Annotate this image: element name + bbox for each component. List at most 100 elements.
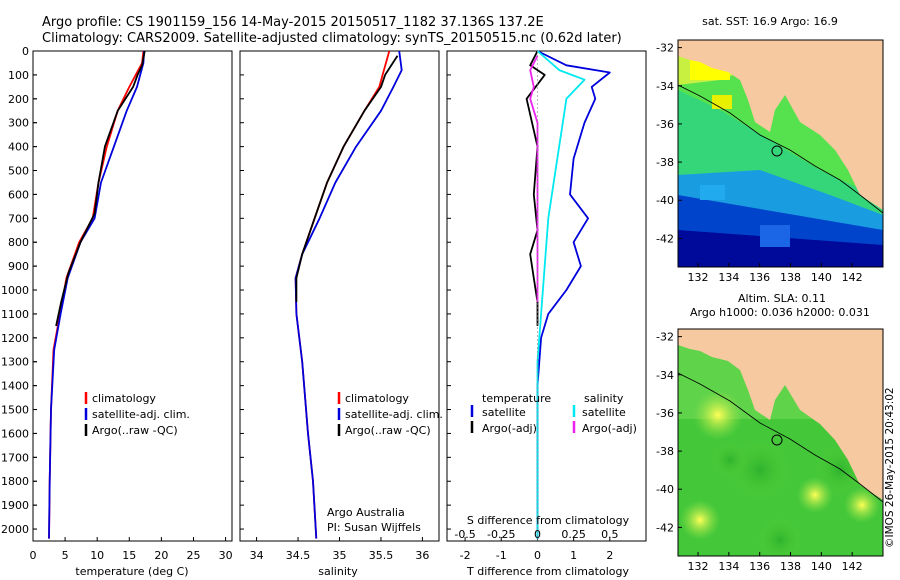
- difference-xtick-label: 1: [570, 549, 577, 562]
- temperature-xtick-label: 30: [219, 549, 233, 562]
- sst-map-lat-label: -34: [656, 80, 674, 93]
- difference-xlabel: T difference from climatology: [466, 565, 629, 578]
- pi-note: PI: Susan Wijffels: [327, 521, 421, 534]
- difference-xtick-label: -1: [496, 549, 507, 562]
- difference-series-salinity-satellite: [536, 50, 586, 539]
- temperature-xtick-label: 15: [122, 549, 136, 562]
- temperature-series-argo-raw-qc-: [55, 50, 146, 327]
- salinity-series-satellite-adj-clim-: [294, 50, 403, 539]
- sst-map-frame: [677, 39, 884, 268]
- legend-salinity-title: salinity: [584, 392, 624, 405]
- depth-tick-label: 500: [8, 165, 29, 178]
- difference-series-temperature-satellite: [536, 50, 611, 539]
- temperature-xtick-label: 0: [30, 549, 37, 562]
- salinity-legend-argo: Argo(..raw -QC): [345, 424, 431, 437]
- sst-map-lon-label: 136: [749, 271, 770, 284]
- temperature-plot: 0 5 10 15 20 25 30: [30, 50, 233, 562]
- difference-xtick-label: -2: [460, 549, 471, 562]
- difference-top-tick-label: -0.25: [487, 528, 515, 541]
- temperature-xtick-label: 20: [154, 549, 168, 562]
- temperature-legend: climatology satellite-adj. clim. Argo(..…: [84, 392, 190, 437]
- difference-plot: -2 -1 0 1 2 -0.5 -0.25 0 0.25 0.5: [447, 50, 619, 562]
- depth-tick-label: 600: [8, 188, 29, 201]
- salinity-xtick-label: 35: [333, 549, 347, 562]
- salinity-xlabel: salinity: [318, 565, 358, 578]
- header-line-1: Argo profile: CS 1901159_156 14-May-2015…: [42, 15, 544, 30]
- sst-map-ticks: 132 134 136 138 140 142 -32 -34 -36 -38 -40 -42: [656, 42, 863, 284]
- depth-tick-label: 900: [8, 260, 29, 273]
- difference-top-tick-label: 0.25: [561, 528, 586, 541]
- depth-tick-label: 1300: [1, 356, 29, 369]
- sla-map-lat-label: -34: [656, 369, 674, 382]
- sla-argo-marker: [771, 434, 783, 446]
- sla-map-lon-label: 134: [718, 560, 739, 573]
- depth-tick-label: 300: [8, 117, 29, 130]
- sst-map-lon-label: 132: [688, 271, 709, 284]
- depth-tick-label: 800: [8, 236, 29, 249]
- sst-map-lon-label: 142: [842, 271, 863, 284]
- sst-map-image: [678, 40, 883, 267]
- temperature-xtick-label: 10: [90, 549, 104, 562]
- depth-tick-label: 1500: [1, 404, 29, 417]
- sst-map-lon-label: 140: [811, 271, 832, 284]
- imos-credit: ©IMOS 26-May-2015 20:43:02: [884, 387, 896, 548]
- sst-map-lon-label: 134: [718, 271, 739, 284]
- sla-map-lat-label: -32: [656, 331, 674, 344]
- sla-map-lon-label: 132: [688, 560, 709, 573]
- salinity-legend: climatology satellite-adj. clim. Argo(..…: [327, 392, 443, 534]
- salinity-panel-frame: [239, 50, 440, 542]
- difference-top-tick-label: 0: [534, 528, 541, 541]
- sla-map-lon-label: 140: [811, 560, 832, 573]
- sla-map-lat-label: -40: [656, 483, 674, 496]
- temperature-xlabel: temperature (deg C): [75, 565, 188, 578]
- difference-top-tick-label: 0.5: [601, 528, 619, 541]
- argo-australia-note: Argo Australia: [327, 506, 405, 519]
- sla-map-lon-label: 142: [842, 560, 863, 573]
- difference-series-salinity-argo-adj-: [529, 55, 539, 302]
- legend-temp-argo: Argo(-adj): [482, 422, 537, 435]
- sst-map-lat-label: -40: [656, 194, 674, 207]
- temperature-legend-argo: Argo(..raw -QC): [92, 424, 178, 437]
- sst-map-lat-label: -38: [656, 156, 674, 169]
- sla-map-lon-label: 138: [780, 560, 801, 573]
- depth-tick-label: 0: [22, 45, 29, 58]
- difference-top-xlabel: S difference from climatology: [467, 514, 630, 527]
- sst-map-lat-label: -32: [656, 42, 674, 55]
- depth-tick-label: 1900: [1, 499, 29, 512]
- sla-map-image: [678, 329, 883, 556]
- salinity-plot: 34 34.5 35 35.5 36: [240, 50, 429, 562]
- sst-argo-marker: [771, 145, 783, 157]
- salinity-xtick-label: 34.5: [286, 549, 311, 562]
- depth-tick-label: 100: [8, 69, 29, 82]
- legend-temperature-title: temperature: [482, 392, 551, 405]
- sla-map-title: Altim. SLA: 0.11: [738, 292, 826, 305]
- depth-tick-label: 1400: [1, 380, 29, 393]
- depth-tick-label: 2000: [1, 523, 29, 536]
- sst-map-title: sat. SST: 16.9 Argo: 16.9: [702, 15, 838, 28]
- salinity-series-climatology: [294, 50, 391, 539]
- depth-tick-label: 1700: [1, 451, 29, 464]
- sla-map-frame: [677, 328, 884, 557]
- depth-tick-label: 1800: [1, 475, 29, 488]
- sst-map-lon-label: 138: [780, 271, 801, 284]
- depth-tick-label: 200: [8, 93, 29, 106]
- sla-map-lon-label: 136: [749, 560, 770, 573]
- depth-tick-label: 1100: [1, 308, 29, 321]
- temperature-panel-frame: [32, 50, 233, 542]
- depth-tick-label: 1600: [1, 427, 29, 440]
- temperature-legend-satellite: satellite-adj. clim.: [92, 408, 190, 421]
- sst-map-lat-label: -36: [656, 118, 674, 131]
- temperature-xtick-label: 5: [62, 549, 69, 562]
- depth-tick-label: 1200: [1, 332, 29, 345]
- sla-map-lat-label: -38: [656, 445, 674, 458]
- depth-tick-label: 400: [8, 141, 29, 154]
- difference-xtick-label: 0: [534, 549, 541, 562]
- depth-tick-label: 1000: [1, 284, 29, 297]
- legend-sal-argo: Argo(-adj): [582, 422, 637, 435]
- legend-temp-satellite: satellite: [482, 406, 526, 419]
- sst-map-lat-label: -42: [656, 232, 674, 245]
- salinity-xtick-label: 34: [250, 549, 264, 562]
- sla-map-subtitle: Argo h1000: 0.036 h2000: 0.031: [690, 306, 870, 319]
- sla-map-lat-label: -36: [656, 407, 674, 420]
